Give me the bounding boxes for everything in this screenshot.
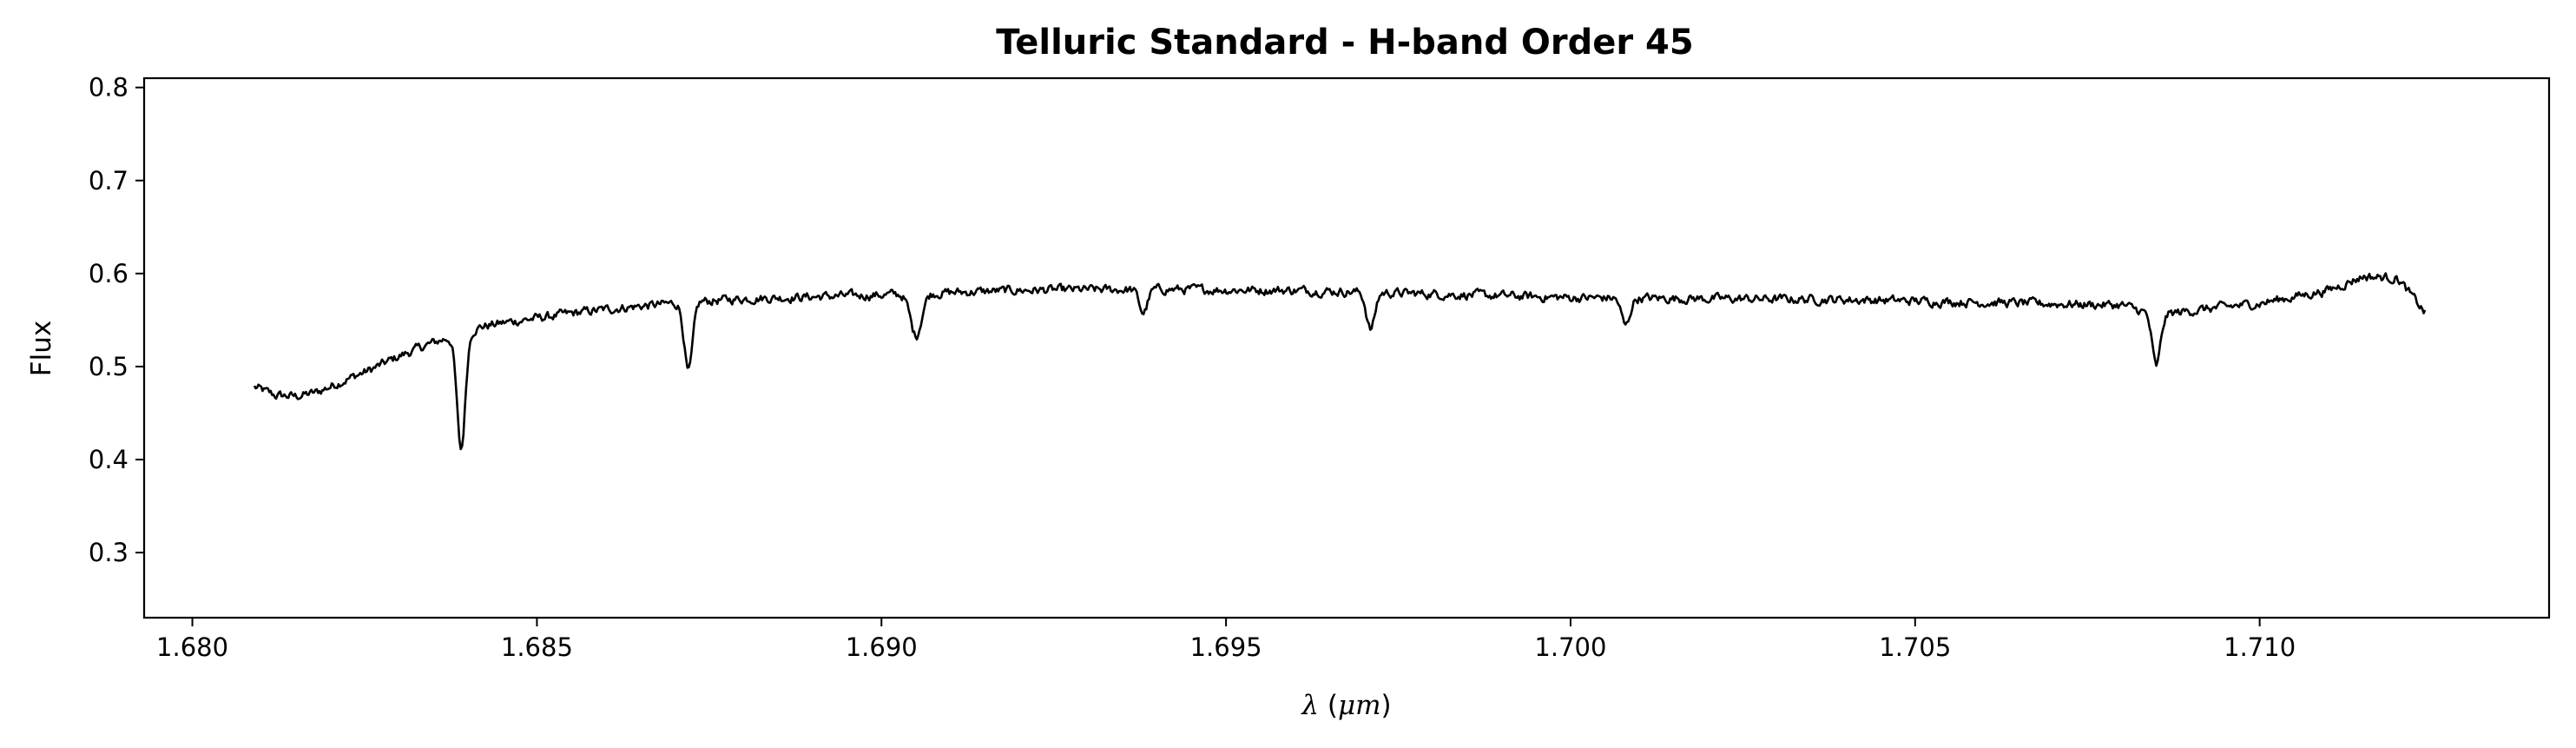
x-axis-label-unit: μm [1338,690,1381,721]
x-tick-label: 1.680 [156,632,228,662]
x-tick-label: 1.685 [501,632,573,662]
y-tick-label: 0.4 [89,445,128,474]
y-tick-label: 0.8 [89,73,128,103]
y-tick-label: 0.5 [89,352,128,381]
y-tick-label: 0.3 [89,538,128,567]
axes-frame [142,76,2551,619]
x-tick-label: 1.705 [1879,632,1951,662]
x-axis-label-open: ( [1319,690,1338,721]
y-axis-label: Flux [26,321,57,376]
x-tick-label: 1.690 [846,632,918,662]
chart-title: Telluric Standard - H-band Order 45 [996,23,1693,63]
x-axis-label-close: ) [1381,690,1392,721]
x-tick-label: 1.700 [1534,632,1606,662]
x-axis-label: λ (μm) [1300,690,1391,721]
plot-area [142,76,2551,619]
x-tick-label: 1.695 [1190,632,1262,662]
x-tick-label: 1.710 [2224,632,2296,662]
x-axis-ticks: 1.680 1.685 1.690 1.695 1.700 1.705 1.710 [156,618,2296,662]
y-tick-label: 0.6 [89,259,128,288]
y-axis-ticks: 0.3 0.4 0.5 0.6 0.7 0.8 [89,73,144,567]
y-tick-label: 0.7 [89,166,128,195]
spectrum-line [253,272,2427,451]
x-axis-label-symbol: λ [1300,690,1319,721]
